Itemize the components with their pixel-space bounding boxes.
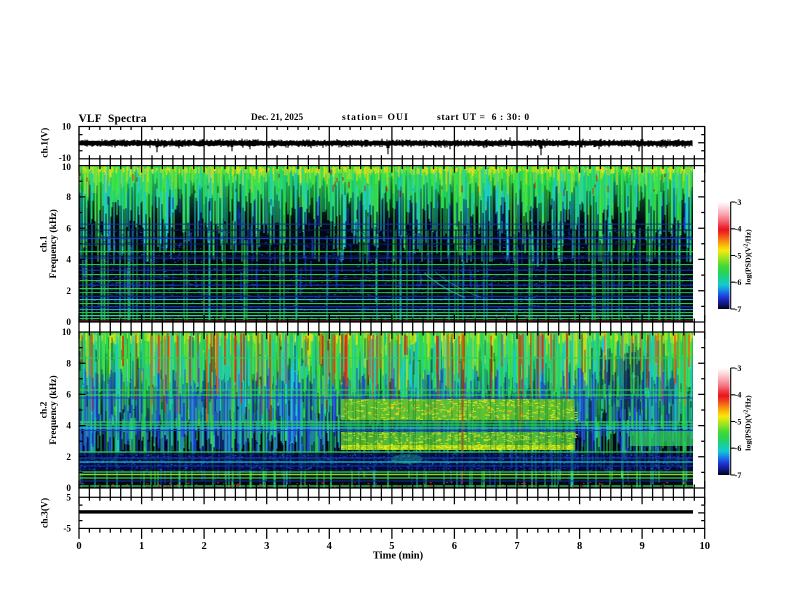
svg-text:4: 4 <box>66 255 71 265</box>
svg-text:ch.1: ch.1 <box>39 235 50 252</box>
svg-text:-3: -3 <box>735 198 742 207</box>
svg-text:4: 4 <box>66 421 71 431</box>
svg-text:ch.3(V): ch.3(V) <box>40 498 51 528</box>
svg-text:-10: -10 <box>59 153 72 163</box>
svg-text:VLF Spectra: VLF Spectra <box>79 113 147 125</box>
svg-text:10: 10 <box>62 122 72 132</box>
svg-text:-5: -5 <box>735 417 742 426</box>
svg-text:0: 0 <box>66 317 71 327</box>
svg-text:8: 8 <box>577 541 582 552</box>
svg-text:6: 6 <box>66 223 71 233</box>
svg-text:4: 4 <box>327 541 333 552</box>
svg-text:-5: -5 <box>735 251 742 260</box>
svg-text:0: 0 <box>66 483 71 493</box>
svg-text:6: 6 <box>452 541 457 552</box>
svg-text:-7: -7 <box>735 305 742 314</box>
svg-text:3: 3 <box>264 541 269 552</box>
svg-text:10: 10 <box>699 541 710 552</box>
svg-text:Frequency (kHz): Frequency (kHz) <box>48 375 59 444</box>
svg-text:Dec. 21, 2025: Dec. 21, 2025 <box>251 113 304 123</box>
svg-text:2: 2 <box>201 541 206 552</box>
svg-text:log(PSD)(V2/Hz): log(PSD)(V2/Hz) <box>744 395 753 451</box>
svg-text:-6: -6 <box>735 444 742 453</box>
svg-text:6: 6 <box>66 390 71 400</box>
svg-text:0: 0 <box>76 541 81 552</box>
svg-text:log(PSD)(V2/Hz): log(PSD)(V2/Hz) <box>744 229 753 285</box>
svg-text:start UT = 6 : 30: 0: start UT = 6 : 30: 0 <box>437 112 530 123</box>
svg-text:-6: -6 <box>735 278 742 287</box>
svg-text:10: 10 <box>62 327 72 337</box>
svg-text:ch.2: ch.2 <box>39 401 50 418</box>
svg-text:8: 8 <box>66 192 71 202</box>
svg-text:2: 2 <box>66 452 71 462</box>
svg-text:-4: -4 <box>735 391 742 400</box>
svg-text:5: 5 <box>389 541 394 552</box>
svg-text:ch.1(V): ch.1(V) <box>40 128 51 158</box>
svg-text:Frequency (kHz): Frequency (kHz) <box>48 209 59 278</box>
svg-text:1: 1 <box>139 541 144 552</box>
svg-text:-7: -7 <box>735 471 742 480</box>
svg-text:7: 7 <box>514 541 519 552</box>
svg-text:8: 8 <box>66 358 71 368</box>
svg-text:-4: -4 <box>735 225 742 234</box>
svg-text:Time (min): Time (min) <box>373 551 424 562</box>
svg-text:-3: -3 <box>735 364 742 373</box>
svg-text:2: 2 <box>66 286 71 296</box>
svg-text:station= OUI: station= OUI <box>342 112 409 123</box>
svg-text:-5: -5 <box>63 524 71 534</box>
svg-text:9: 9 <box>639 541 644 552</box>
svg-text:5: 5 <box>66 492 71 502</box>
svg-text:10: 10 <box>62 162 72 172</box>
